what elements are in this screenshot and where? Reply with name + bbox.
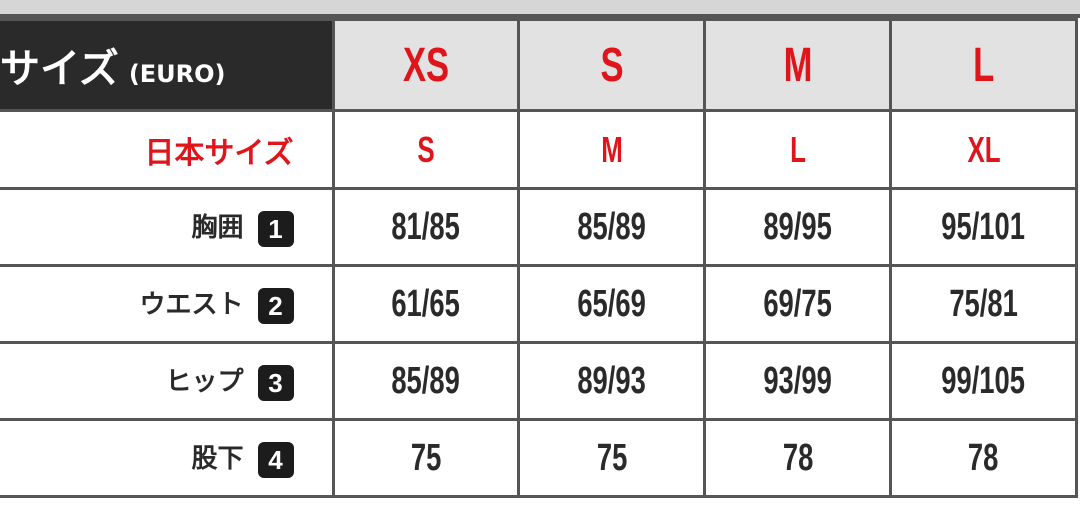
japan-size-label: 日本サイズ	[0, 109, 335, 190]
size-m: M	[783, 38, 813, 92]
cell-value: 75	[596, 436, 628, 479]
number-badge-icon: 2	[257, 287, 294, 324]
japan-size-row: 日本サイズ S M L XL	[0, 109, 1078, 190]
size-l: L	[972, 38, 995, 92]
table-row: ヒップ 3 85/89 89/93 93/99 99/105	[0, 341, 1078, 421]
cell: 75	[331, 418, 521, 498]
cell-value: 65/69	[577, 282, 647, 325]
cell-value: 81/85	[391, 205, 461, 248]
cell-value: 95/101	[941, 205, 1026, 248]
cell-value: 78	[968, 436, 999, 479]
cell: 89/95	[703, 187, 893, 267]
cell: XL	[889, 109, 1078, 190]
row-label-text: ヒップ	[165, 367, 244, 398]
cell-value: M	[601, 128, 623, 170]
cell: 85/89	[331, 341, 521, 421]
cell-value: 85/89	[577, 205, 647, 248]
size-s: S	[600, 38, 624, 92]
number-badge-icon: 4	[257, 441, 294, 478]
cell-value: 85/89	[391, 359, 461, 402]
cell-value: 93/99	[763, 359, 832, 402]
header-title-suffix: (EURO)	[128, 60, 226, 88]
size-xs: XS	[402, 38, 449, 92]
size-chart-table: サイズ (EURO) XS S M L 日本サイズ S M L XL 胸囲 1 81…	[0, 18, 1078, 498]
cell: 99/105	[889, 341, 1078, 421]
row-label-text: 股下	[191, 444, 244, 475]
cell-value: XL	[966, 128, 1001, 170]
cell-value: 78	[782, 436, 813, 479]
cell: 69/75	[703, 264, 893, 344]
row-label: 胸囲 1	[0, 187, 335, 267]
number-badge-icon: 3	[257, 364, 294, 401]
cell: 61/65	[331, 264, 521, 344]
cell-value: 89/93	[577, 359, 647, 402]
size-header-cell: M	[703, 18, 893, 112]
cell: 65/69	[517, 264, 707, 344]
size-header-cell: L	[889, 18, 1078, 112]
cell: 78	[889, 418, 1078, 498]
row-label-text: ウエスト	[139, 290, 244, 321]
cell: 93/99	[703, 341, 893, 421]
cell-value: L	[789, 128, 806, 170]
cell: 75/81	[889, 264, 1078, 344]
header-row: サイズ (EURO) XS S M L	[0, 18, 1078, 112]
table-row: ウエスト 2 61/65 65/69 69/75 75/81	[0, 264, 1078, 344]
table-row: 股下 4 75 75 78 78	[0, 418, 1078, 498]
cell-value: 75/81	[949, 282, 1018, 325]
cell: 78	[703, 418, 893, 498]
row-label-text: 胸囲	[191, 213, 244, 244]
cell-value: 69/75	[763, 282, 832, 325]
top-border	[0, 0, 1080, 18]
row-label: ウエスト 2	[0, 264, 335, 344]
table-row: 胸囲 1 81/85 85/89 89/95 95/101	[0, 187, 1078, 267]
cell-value: 61/65	[391, 282, 461, 325]
cell: 85/89	[517, 187, 707, 267]
row-label: ヒップ 3	[0, 341, 335, 421]
cell: M	[517, 109, 707, 190]
cell: S	[331, 109, 521, 190]
row-label: 股下 4	[0, 418, 335, 498]
cell-value: 75	[410, 436, 442, 479]
cell: 89/93	[517, 341, 707, 421]
cell: 95/101	[889, 187, 1078, 267]
cell: 75	[517, 418, 707, 498]
cell-value: 89/95	[763, 205, 832, 248]
cell: 81/85	[331, 187, 521, 267]
header-title: サイズ	[0, 46, 119, 92]
header-label-cell: サイズ (EURO)	[0, 18, 335, 112]
number-badge-icon: 1	[257, 210, 294, 247]
size-header-cell: XS	[331, 18, 521, 112]
cell: L	[703, 109, 893, 190]
cell-value: S	[417, 128, 435, 170]
size-header-cell: S	[517, 18, 707, 112]
cell-value: 99/105	[941, 359, 1026, 402]
